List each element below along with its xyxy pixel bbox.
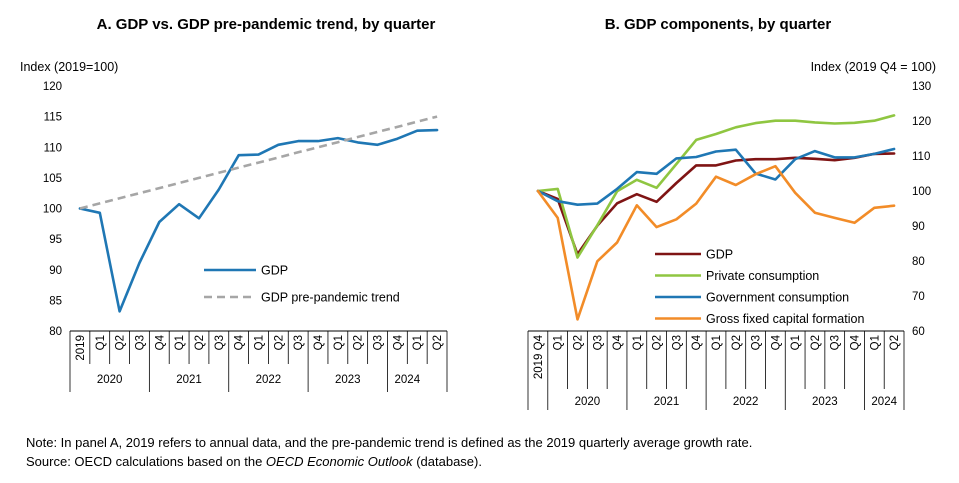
year-label: 2021: [654, 396, 680, 408]
panel-a-ylabel: Index (2019=100): [20, 60, 118, 74]
y-tick-label: 110: [44, 142, 62, 154]
y-tick-label: 95: [49, 234, 62, 246]
source-prefix: Source: OECD calculations based on the: [26, 454, 266, 469]
y-tick-label: 80: [912, 256, 925, 268]
legend-label: GDP: [261, 264, 288, 278]
x-tick-label: Q3: [751, 335, 763, 350]
year-label: 2024: [871, 396, 897, 408]
x-tick-label: Q1: [254, 335, 266, 350]
x-tick-label: Q1: [95, 335, 107, 350]
x-tick-label: Q2: [194, 335, 206, 350]
x-tick-label: Q2: [889, 335, 901, 350]
y-tick-label: 100: [43, 204, 62, 216]
x-tick-label: Q1: [869, 335, 881, 350]
panel-b-ylabel: Index (2019 Q4 = 100): [811, 60, 936, 74]
legend-label: GDP pre-pandemic trend: [261, 291, 400, 305]
x-tick-label: Q1: [553, 335, 565, 350]
x-tick-label: 2019 Q4: [533, 334, 545, 379]
y-tick-label: 70: [912, 291, 925, 303]
x-tick-label: Q1: [333, 335, 345, 350]
year-label: 2023: [812, 396, 838, 408]
x-tick-label: Q1: [174, 335, 186, 350]
series-line: [79, 115, 438, 210]
panel-a-plot: 120 115 110 105 100 95 90 85 80 2019 Q1 Q2 Q3 Q4 Q1 Q2 Q…: [43, 81, 448, 392]
y-tick-label: 60: [912, 326, 925, 338]
legend-label: GDP: [706, 248, 733, 262]
x-tick-label: Q1: [711, 335, 723, 350]
y-tick-label: 120: [43, 81, 62, 93]
x-tick-label: Q4: [313, 334, 325, 350]
year-label: 2024: [395, 374, 421, 386]
y-tick-label: 120: [912, 116, 931, 128]
x-tick-label: Q3: [134, 335, 146, 350]
y-tick-label: 90: [912, 221, 925, 233]
x-tick-label: Q1: [632, 335, 644, 350]
x-tick-label: Q2: [273, 335, 285, 350]
chart-canvas: A. GDP vs. GDP pre-pandemic trend, by qu…: [20, 16, 936, 410]
panel-b-plot: 130 120 110 100 90 80 70 60 2019 Q4 Q1 Q2 Q3 Q4 Q1 Q2 Q…: [527, 81, 931, 410]
series-line: [78, 128, 439, 313]
legend-label: Government consumption: [706, 291, 849, 305]
x-tick-label: Q1: [412, 335, 424, 350]
y-tick-label: 80: [49, 326, 62, 338]
x-tick-label: Q2: [810, 335, 822, 350]
year-label: 2020: [97, 374, 123, 386]
x-tick-label: Q3: [671, 335, 683, 350]
series-line: [536, 114, 896, 259]
x-tick-label: Q3: [830, 335, 842, 350]
source-suffix: (database).: [412, 454, 482, 469]
x-tick-label: Q4: [392, 334, 404, 350]
x-tick-label: Q4: [154, 334, 166, 350]
series-line: [536, 147, 896, 206]
x-tick-label: Q4: [234, 334, 246, 350]
year-label: 2022: [733, 396, 759, 408]
series-line: [536, 164, 896, 321]
y-tick-label: 130: [912, 81, 931, 93]
x-tick-label: Q4: [612, 334, 624, 350]
y-tick-label: 100: [912, 186, 931, 198]
y-tick-label: 105: [43, 173, 62, 185]
x-tick-label: Q1: [790, 335, 802, 350]
y-tick-label: 115: [44, 112, 62, 124]
footnote-source: Source: OECD calculations based on the O…: [26, 453, 482, 471]
legend-label: Gross fixed capital formation: [706, 312, 864, 326]
footnote-note: Note: In panel A, 2019 refers to annual …: [26, 435, 753, 450]
x-tick-label: Q4: [850, 334, 862, 350]
y-tick-label: 110: [912, 151, 930, 163]
panel-a-title: A. GDP vs. GDP pre-pandemic trend, by qu…: [97, 16, 436, 33]
year-label: 2020: [575, 396, 601, 408]
y-tick-label: 90: [49, 265, 62, 277]
x-tick-label: Q2: [652, 335, 664, 350]
x-tick-label: Q2: [115, 335, 127, 350]
source-italic: OECD Economic Outlook: [265, 454, 413, 469]
x-tick-label: Q3: [293, 335, 305, 350]
x-tick-label: Q4: [770, 334, 782, 350]
y-tick-label: 85: [49, 295, 62, 307]
year-label: 2021: [176, 374, 202, 386]
x-tick-label: Q2: [432, 335, 444, 350]
x-tick-label: Q4: [691, 334, 703, 350]
x-tick-label: Q2: [731, 335, 743, 350]
year-label: 2023: [335, 374, 361, 386]
x-tick-label: Q3: [214, 335, 226, 350]
x-tick-label: Q2: [353, 335, 365, 350]
panel-b-title: B. GDP components, by quarter: [605, 16, 832, 33]
year-label: 2022: [256, 374, 282, 386]
x-tick-label: Q3: [592, 335, 604, 350]
x-tick-label: 2019: [75, 335, 87, 361]
legend-label: Private consumption: [706, 269, 819, 283]
x-tick-label: Q2: [572, 335, 584, 350]
x-tick-label: Q3: [373, 335, 385, 350]
